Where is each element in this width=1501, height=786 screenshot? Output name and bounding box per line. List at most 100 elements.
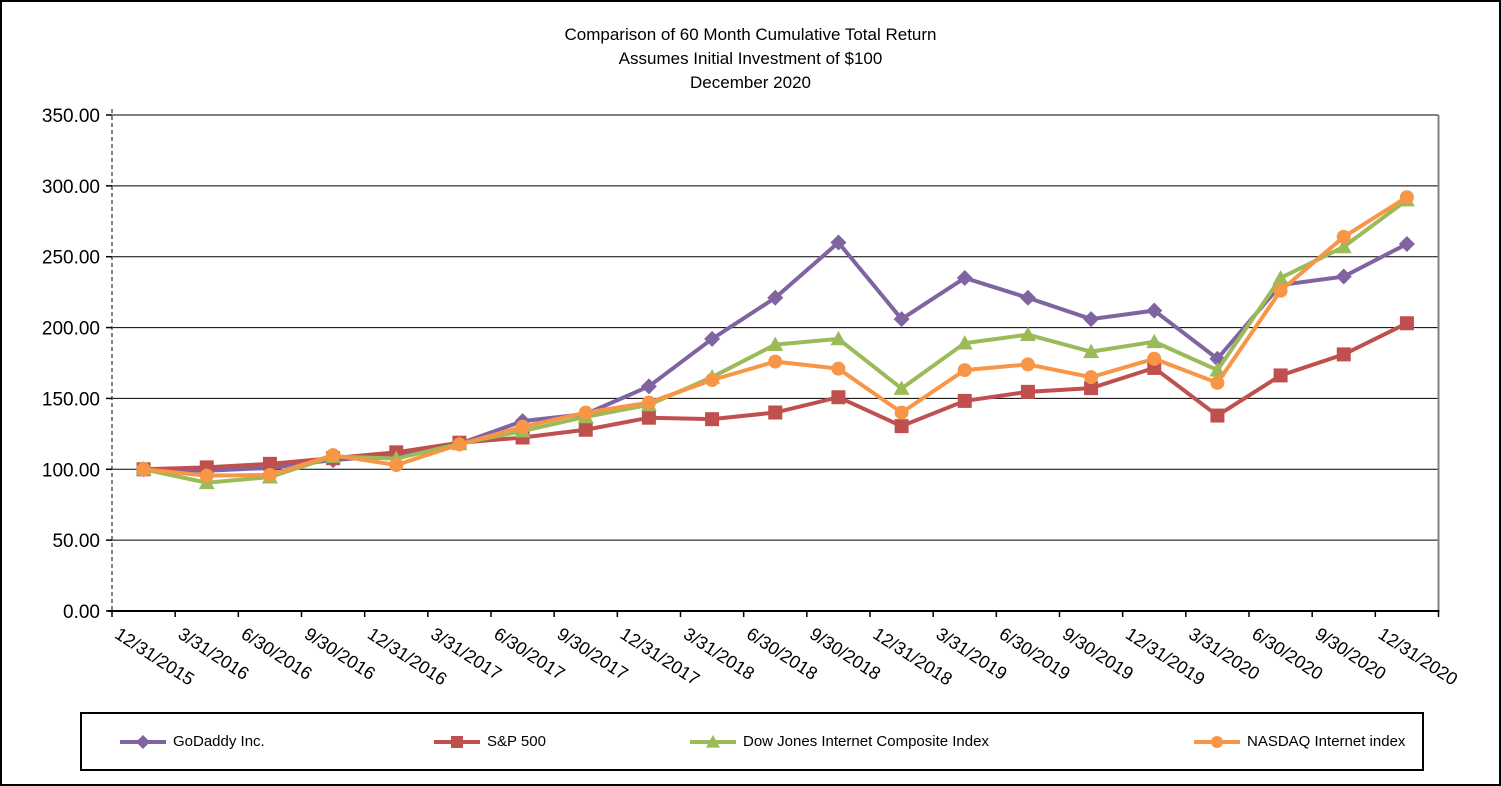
circle-marker-icon xyxy=(389,458,404,473)
legend-box: GoDaddy Inc. S&P 500 Dow Jones Internet Co… xyxy=(80,712,1424,771)
x-tick-label: 6/30/2020 xyxy=(1248,624,1326,684)
circle-marker-icon xyxy=(1147,351,1162,366)
square-marker-icon xyxy=(1084,381,1099,396)
triangle-marker-icon xyxy=(1272,269,1289,285)
x-tick-label: 9/30/2020 xyxy=(1312,624,1390,684)
circle-marker-icon xyxy=(199,468,214,483)
x-tick-label: 9/30/2017 xyxy=(554,624,632,684)
x-tick-label: 6/30/2017 xyxy=(490,624,568,684)
circle-marker-icon xyxy=(1336,229,1351,244)
x-tick-label: 12/31/2020 xyxy=(1375,624,1461,690)
square-marker-icon xyxy=(451,735,463,748)
series-3 xyxy=(136,190,1414,483)
circle-marker-icon xyxy=(705,373,720,388)
diamond-marker-icon xyxy=(830,234,847,251)
plot-area: 0.00 50.00 100.00 150.00 200.00 250.00 300.00 3… xyxy=(42,106,1461,690)
legend-key-triangle xyxy=(690,734,736,748)
square-marker-icon xyxy=(705,412,720,427)
triangle-marker-icon xyxy=(956,335,973,350)
square-marker-icon xyxy=(578,422,593,437)
triangle-marker-icon xyxy=(1019,326,1036,342)
circle-marker-icon xyxy=(1084,370,1099,385)
x-axis-labels: 12/31/20153/31/20166/30/20169/30/201612/… xyxy=(111,624,1461,690)
chart-title: Comparison of 60 Month Cumulative Total … xyxy=(564,25,937,44)
diamond-marker-icon xyxy=(1335,268,1352,285)
legend-item-1: S&P 500 xyxy=(434,733,546,751)
circle-marker-icon xyxy=(326,448,341,463)
legend-item-2: Dow Jones Internet Composite Index xyxy=(690,733,989,751)
y-tick-label: 350.00 xyxy=(42,106,100,127)
circle-marker-icon xyxy=(136,462,151,477)
y-tick-label: 100.00 xyxy=(42,460,100,481)
legend-item-3: NASDAQ Internet index xyxy=(1194,733,1405,751)
circle-marker-icon xyxy=(641,395,656,410)
y-tick-label: 200.00 xyxy=(42,319,100,340)
circle-marker-icon xyxy=(768,354,783,369)
square-marker-icon xyxy=(262,456,277,471)
legend-key-square xyxy=(434,735,480,748)
legend-label: GoDaddy Inc. xyxy=(173,733,265,750)
gridlines xyxy=(112,114,1440,611)
axes xyxy=(106,109,1440,617)
y-tick-label: 50.00 xyxy=(52,531,100,552)
y-tick-label: 300.00 xyxy=(42,177,100,198)
diamond-marker-icon xyxy=(704,330,721,347)
legend-key-diamond xyxy=(120,734,166,749)
square-marker-icon xyxy=(894,419,909,434)
chart-date-label: December 2020 xyxy=(690,73,811,92)
x-tick-label: 6/30/2019 xyxy=(996,624,1074,684)
triangle-marker-icon xyxy=(1146,333,1163,349)
diamond-marker-icon xyxy=(956,269,973,286)
circle-marker-icon xyxy=(578,405,593,420)
square-marker-icon xyxy=(1336,347,1351,362)
legend-label: NASDAQ Internet index xyxy=(1247,733,1406,750)
y-axis-labels: 0.00 50.00 100.00 150.00 200.00 250.00 300.00 3… xyxy=(42,106,100,623)
triangle-marker-icon xyxy=(767,336,784,351)
circle-marker-icon xyxy=(1210,375,1225,390)
square-marker-icon xyxy=(1399,316,1414,331)
square-marker-icon xyxy=(1210,408,1225,423)
legend-label: S&P 500 xyxy=(487,733,546,750)
triangle-marker-icon xyxy=(706,734,720,748)
series-line xyxy=(143,195,1408,478)
circle-marker-icon xyxy=(1020,357,1035,372)
square-marker-icon xyxy=(1020,384,1035,399)
diamond-marker-icon xyxy=(767,289,784,306)
legend-item-0: GoDaddy Inc. xyxy=(120,733,265,751)
diamond-marker-icon xyxy=(136,734,150,749)
diamond-marker-icon xyxy=(893,311,910,328)
circle-marker-icon xyxy=(515,419,530,434)
diamond-marker-icon xyxy=(1083,311,1100,328)
circle-marker-icon xyxy=(1399,190,1414,205)
legend-key-circle xyxy=(1194,735,1240,748)
square-marker-icon xyxy=(768,405,783,420)
chart-subtitle: Assumes Initial Investment of $100 xyxy=(618,49,883,68)
square-marker-icon xyxy=(831,390,846,405)
diamond-marker-icon xyxy=(1019,289,1036,306)
y-tick-label: 0.00 xyxy=(63,602,100,623)
diamond-marker-icon xyxy=(640,378,657,395)
circle-marker-icon xyxy=(957,363,972,378)
square-marker-icon xyxy=(957,393,972,408)
x-tick-label: 6/30/2016 xyxy=(238,624,316,684)
legend-label: Dow Jones Internet Composite Index xyxy=(743,733,989,750)
triangle-marker-icon xyxy=(893,380,910,395)
square-marker-icon xyxy=(1273,368,1288,383)
y-tick-label: 150.00 xyxy=(42,389,100,410)
triangle-marker-icon xyxy=(830,330,847,346)
circle-marker-icon xyxy=(452,437,467,452)
circle-marker-icon xyxy=(262,467,277,482)
triangle-marker-icon xyxy=(1209,362,1226,377)
diamond-marker-icon xyxy=(1146,302,1163,319)
square-marker-icon xyxy=(641,410,656,425)
diamond-marker-icon xyxy=(1398,235,1415,252)
circle-marker-icon xyxy=(831,361,846,376)
x-tick-label: 6/30/2018 xyxy=(743,624,821,684)
x-tick-label: 9/30/2016 xyxy=(301,624,379,684)
series-2 xyxy=(135,192,1415,490)
x-tick-label: 9/30/2018 xyxy=(806,624,884,684)
x-tick-label: 9/30/2019 xyxy=(1059,624,1137,684)
circle-marker-icon xyxy=(1273,283,1288,298)
circle-marker-icon xyxy=(894,405,909,420)
